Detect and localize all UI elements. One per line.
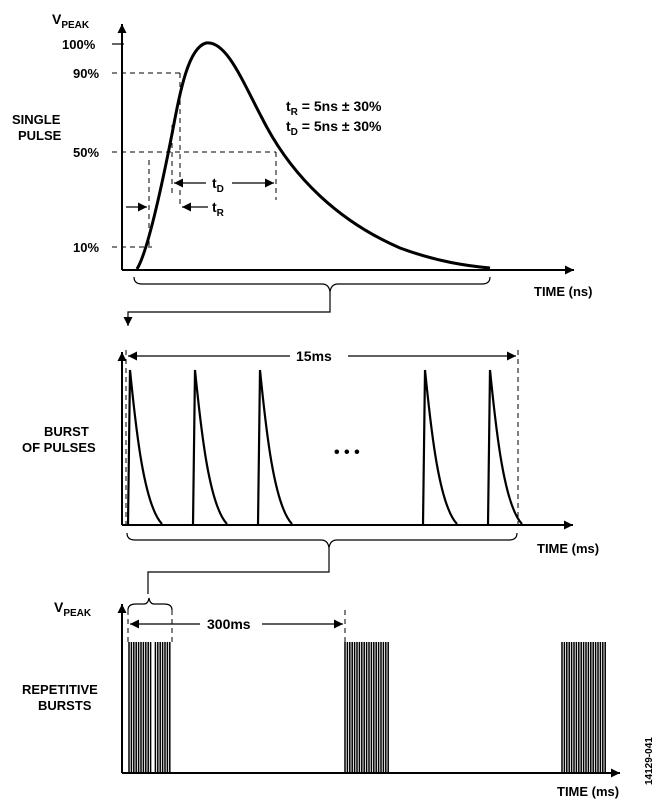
burst-label-line2: OF PULSES <box>22 440 96 455</box>
rep-period-label: 300ms <box>207 616 251 632</box>
burst-pulse-5 <box>486 369 523 526</box>
td-spec: tD = 5ns ± 30% <box>286 118 382 138</box>
connector-1 <box>123 292 331 326</box>
tick-100-label: 100% <box>62 37 96 52</box>
single-pulse-curve <box>135 41 491 270</box>
repetitive-panel: VPEAK REPETITIVE BURSTS 300ms TIME (ms) <box>22 597 620 799</box>
burst-pulse-3 <box>256 369 293 526</box>
single-pulse-label-line1: SINGLE <box>12 112 61 127</box>
tick-10-label: 10% <box>73 240 99 255</box>
single-time-label: TIME (ns) <box>534 284 593 299</box>
rep-label-line2: BURSTS <box>38 698 92 713</box>
burst-panel: BURST OF PULSES 15ms • • • TIME (ms) <box>22 348 599 556</box>
single-brace <box>133 276 491 293</box>
rep-burst-3 <box>561 642 606 773</box>
single-vpeak-label: VPEAK <box>52 11 90 31</box>
burst-pulse-4 <box>421 369 458 526</box>
rep-vpeak-label: VPEAK <box>54 599 92 619</box>
connector-2 <box>147 548 330 594</box>
tick-90-label: 90% <box>73 66 99 81</box>
single-pulse-panel: VPEAK SINGLE PULSE 100% 90% 50% 10% tD t… <box>12 11 593 299</box>
burst-brace <box>126 532 518 549</box>
rep-burst-2 <box>344 642 389 773</box>
td-arrow-label: tD <box>212 175 224 195</box>
burst-label-line1: BURST <box>44 424 89 439</box>
rep-time-label: TIME (ms) <box>557 784 619 799</box>
burst-period-label: 15ms <box>296 348 332 364</box>
tr-arrow-label: tR <box>212 199 225 219</box>
burst-time-label: TIME (ms) <box>537 541 599 556</box>
single-pulse-label-line2: PULSE <box>18 128 62 143</box>
burst-ellipsis: • • • <box>334 444 360 461</box>
figure-id: 14129-041 <box>644 737 655 785</box>
rep-top-brace <box>127 597 173 611</box>
rep-burst-1 <box>128 642 171 773</box>
burst-pulse-2 <box>191 369 228 526</box>
tr-spec: tR = 5ns ± 30% <box>286 98 382 118</box>
rep-label-line1: REPETITIVE <box>22 682 98 697</box>
tick-50-label: 50% <box>73 145 99 160</box>
burst-pulse-1 <box>126 369 163 526</box>
